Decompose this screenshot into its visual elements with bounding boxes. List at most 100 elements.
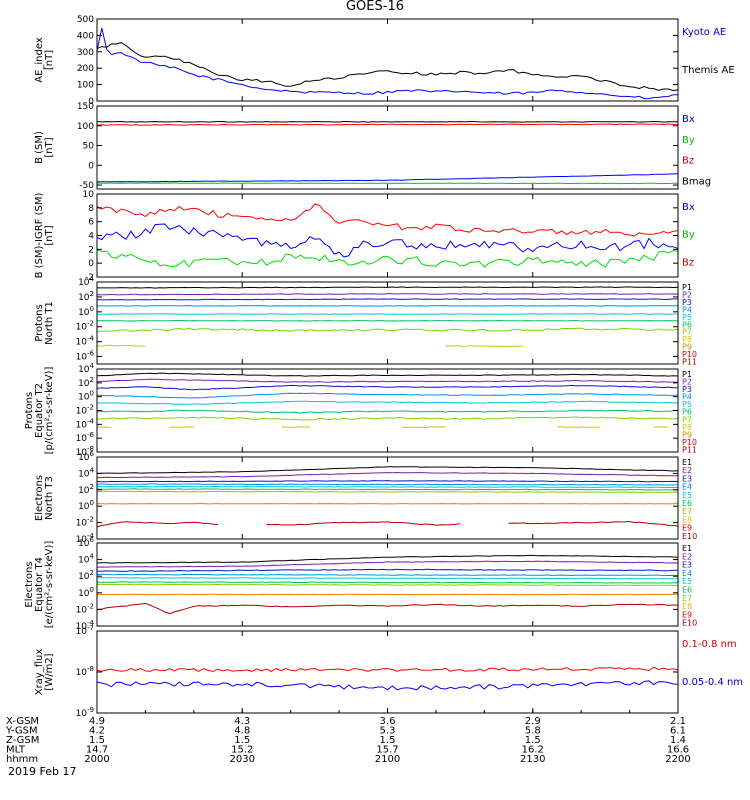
series-e7 xyxy=(96,583,678,587)
series-e6 xyxy=(96,581,679,584)
series-bmag xyxy=(96,120,678,123)
series-kyoto-ae xyxy=(96,27,679,100)
series-p3 xyxy=(97,298,678,301)
series-e9-seg0 xyxy=(96,521,219,528)
legend-p2: P2 xyxy=(682,378,692,387)
x-tick-value: 1.5 xyxy=(525,735,541,746)
x-tick-value: 14.7 xyxy=(86,745,108,756)
series-p8-seg3 xyxy=(402,426,446,428)
legend-e10: E10 xyxy=(682,532,697,541)
panel-frame xyxy=(96,105,679,190)
y-axis-label: [nT] xyxy=(44,137,55,157)
series-e4 xyxy=(96,573,679,577)
legend-e5: E5 xyxy=(682,577,692,586)
series-p5 xyxy=(96,400,679,405)
series-p8-seg0 xyxy=(96,344,146,347)
y-axis-label: Equator T4 xyxy=(34,557,45,612)
date-label: 2019 Feb 17 xyxy=(8,765,77,778)
legend-e7: E7 xyxy=(682,507,692,516)
legend-p7: P7 xyxy=(682,328,692,337)
series-e9-seg1 xyxy=(266,521,461,526)
y-tick-label: 104 xyxy=(78,466,94,479)
series-p4 xyxy=(97,305,679,307)
panel-bigrf: -2 0 2 4 6 8 10 B (SM)-IGRF (SM) [nT] Bx By Bz xyxy=(34,190,695,283)
legend-e2: E2 xyxy=(682,552,692,561)
legend-p10: P10 xyxy=(682,438,697,447)
y-tick-label: 102 xyxy=(78,483,94,496)
x-row-label: hhmm xyxy=(6,754,38,765)
series-p8-seg0 xyxy=(96,426,112,428)
series-p4 xyxy=(96,392,679,399)
legend-p9: P9 xyxy=(682,343,692,352)
series-e1 xyxy=(96,554,679,564)
y-tick-label: 8 xyxy=(88,204,94,214)
legend-p8: P8 xyxy=(682,335,692,344)
x-tick-value: 2.1 xyxy=(670,716,686,727)
legend-e3: E3 xyxy=(682,561,692,570)
series-e3 xyxy=(96,480,679,483)
y-tick-label: 100 xyxy=(78,390,94,403)
panel-bsm: -50 0 50 100 150 B (SM) [nT] Bx By Bz Bmag xyxy=(34,102,711,191)
series-p5 xyxy=(96,313,678,315)
y-tick-label: 100 xyxy=(78,305,94,318)
legend-p10: P10 xyxy=(682,350,697,359)
series-e4 xyxy=(96,483,679,486)
x-tick-value: 1.4 xyxy=(670,735,686,746)
y-axis-label: AE_index xyxy=(34,37,45,83)
series-bz xyxy=(96,203,679,237)
x-tick-value: 2200 xyxy=(665,754,690,765)
series-p1 xyxy=(97,286,679,289)
series-e2 xyxy=(96,471,679,479)
legend-e8: E8 xyxy=(682,602,692,611)
panel-frame xyxy=(96,630,679,714)
y-tick-label: 0 xyxy=(88,259,94,269)
x-tick-value: 3.6 xyxy=(380,716,396,727)
legend-e10: E10 xyxy=(682,619,697,628)
legend-e7: E7 xyxy=(682,594,692,603)
y-tick-label: 10-6 xyxy=(76,350,95,363)
series-e2 xyxy=(96,560,679,568)
series-themis-ae xyxy=(96,42,679,92)
x-tick-value: 2000 xyxy=(84,754,109,765)
legend-e4: E4 xyxy=(682,569,692,578)
legend-e2: E2 xyxy=(682,466,692,475)
legend-bz: Bz xyxy=(682,156,694,167)
y-axis-label: North T1 xyxy=(44,301,55,345)
x-row-label: X-GSM xyxy=(6,716,39,727)
legend-e1: E1 xyxy=(682,544,692,553)
legend-p11: P11 xyxy=(682,358,697,367)
series-e5 xyxy=(96,577,679,580)
series-bx xyxy=(96,223,679,258)
y-tick-label: -50 xyxy=(79,181,94,191)
series-0-05-0-4-nm xyxy=(96,680,679,691)
x-tick-value: 4.3 xyxy=(234,716,250,727)
legend-bz: Bz xyxy=(682,257,694,268)
y-axis-label: Electrons xyxy=(24,561,35,607)
y-tick-label: 10-2 xyxy=(76,320,94,333)
legend-p4: P4 xyxy=(682,305,692,314)
legend-e9: E9 xyxy=(682,524,692,533)
legend-e8: E8 xyxy=(682,515,692,524)
legend-p5: P5 xyxy=(682,313,692,322)
x-tick-value: 6.1 xyxy=(670,726,686,737)
y-tick-label: 4 xyxy=(88,232,94,242)
x-tick-value: 4.9 xyxy=(89,716,105,727)
y-tick-label: 10-2 xyxy=(76,516,94,529)
series-p3 xyxy=(96,384,679,391)
y-tick-label: 102 xyxy=(78,290,94,303)
series-e3 xyxy=(96,568,678,572)
y-axis-label: B (SM)-IGRF (SM) xyxy=(34,193,45,279)
series-e1 xyxy=(96,466,679,474)
legend-p11: P11 xyxy=(682,445,697,454)
y-axis-label: Protons xyxy=(24,392,35,429)
y-tick-label: 10-4 xyxy=(76,335,95,348)
y-tick-label: 100 xyxy=(77,122,94,132)
y-axis-label: [W/m2] xyxy=(44,653,55,690)
y-tick-label: 6 xyxy=(88,218,94,228)
legend-by: By xyxy=(682,135,695,146)
y-tick-label: 400 xyxy=(77,31,94,41)
legend-p2: P2 xyxy=(682,290,692,299)
